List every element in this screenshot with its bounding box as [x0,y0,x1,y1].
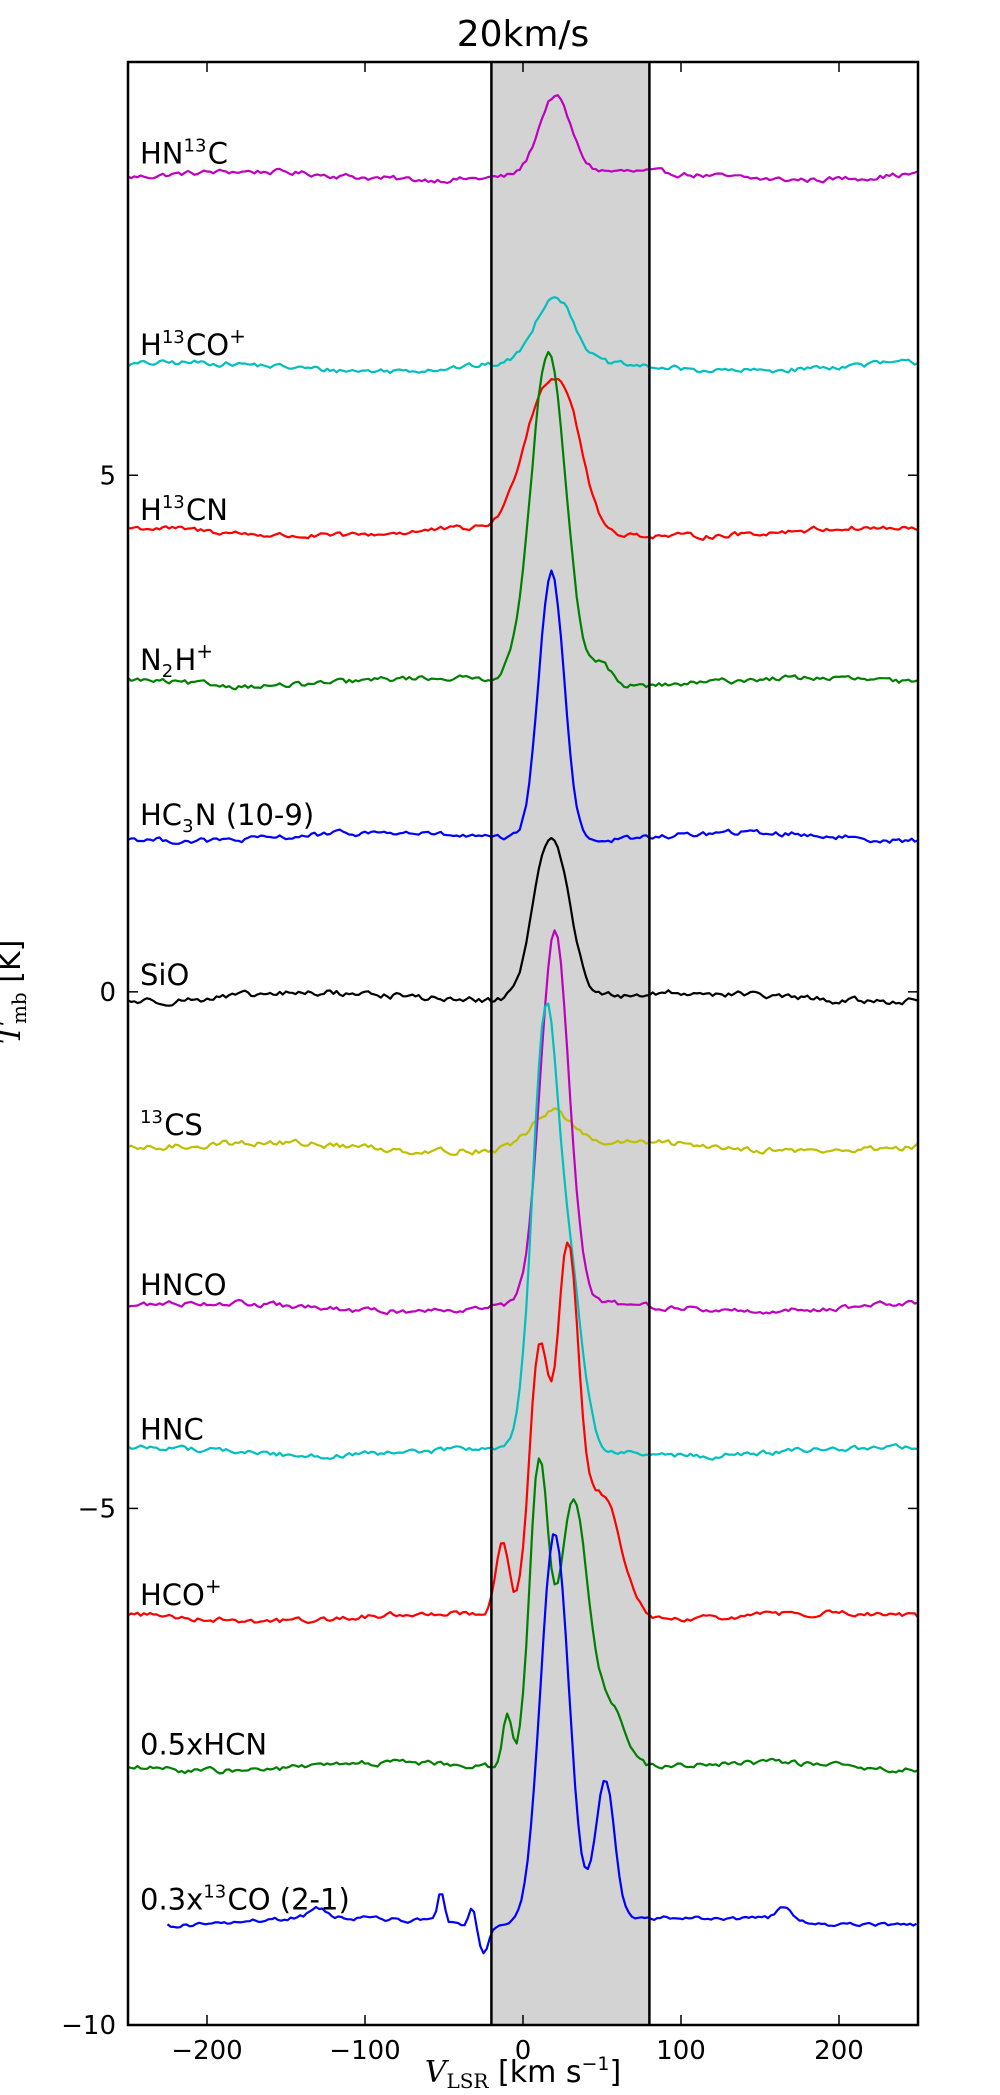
x-axis-label: VLSR [km s−1] [425,2053,621,2093]
series-line-4 [127,569,919,845]
series-line-8 [127,1002,919,1461]
series-label-1: H13 CO+ [140,324,246,362]
series-label-3: N2 H+ [140,639,213,682]
x-tick-label: 100 [656,2036,706,2066]
y-axis-label: Tmb [K] [0,940,31,1044]
series-label-8: HNC [140,1413,204,1447]
series-line-2 [127,377,919,541]
chart-title: 20km/s [457,14,590,55]
y-tick-label: 5 [99,461,116,491]
x-tick-label: 200 [814,2036,864,2066]
series-line-5 [127,836,919,1007]
series-label-5: SiO [140,958,189,992]
series-line-9 [127,1241,919,1625]
series-line-10 [127,1457,919,1775]
y-tick-label: −10 [61,2011,116,2041]
x-tick-label: −100 [329,2036,400,2066]
tick-layer: −200 −100 0 100 200 −10 −5 0 5 [61,62,918,2066]
x-tick-label: −200 [171,2036,242,2066]
series-line-1 [127,296,919,374]
series-line-11 [166,1533,917,1955]
series-label-2: H13 CN [140,492,228,527]
shaded-velocity-band [491,62,650,2025]
series-line-6 [127,1107,919,1156]
series-label-7: HNCO [140,1268,227,1302]
y-tick-label: 0 [99,978,116,1008]
series-line-0 [127,94,919,185]
series-layer [127,94,919,1955]
series-line-7 [127,929,919,1316]
y-tick-label: −5 [78,1494,116,1524]
series-label-layer: HN13 C H13 CO+ H13 CN N2 H+ HC3 N (10-9) SiO 1… [140,136,350,1917]
series-label-4: HC3 N (10-9) [140,798,314,837]
x-tick-label: 0 [515,2036,532,2066]
series-label-6: 13 CS [140,1107,203,1142]
series-label-0: HN13 C [140,136,228,171]
series-line-3 [127,350,919,691]
series-label-9: HCO+ [140,1574,222,1612]
series-label-10: 0.5xHCN [140,1728,267,1762]
series-label-11: 0.3x13 CO (2-1) [140,1882,350,1917]
